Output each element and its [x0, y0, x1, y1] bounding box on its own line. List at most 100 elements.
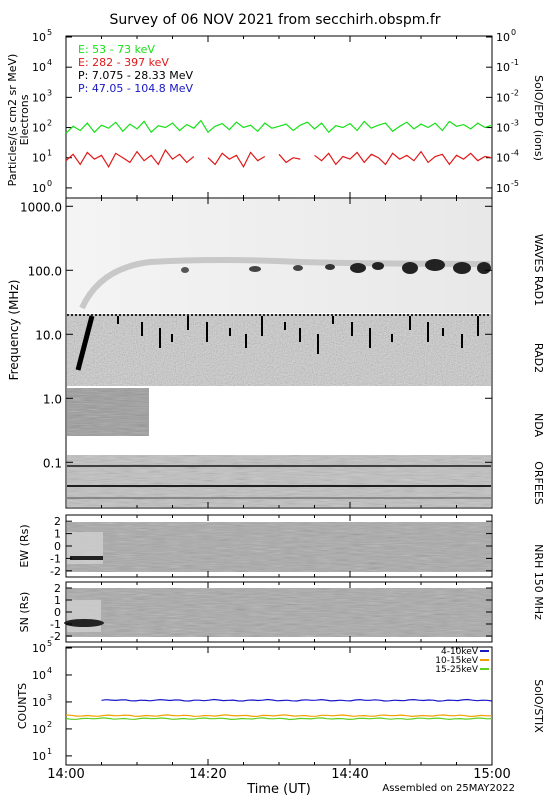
- epd-y-tick-label: 10: [32, 61, 46, 74]
- stix-y-tick-exponent: 4: [47, 666, 52, 675]
- epd-y2-tick-exponent: -3: [511, 119, 519, 128]
- footer-assembled: Assembled on 25MAY2022: [382, 783, 515, 794]
- band-label-waves: WAVES RAD1: [532, 234, 545, 306]
- time-tick-label: 14:00: [47, 767, 84, 782]
- sn-tick-label: -2: [50, 630, 61, 643]
- epd-y2-tick-exponent: 0: [511, 28, 516, 37]
- time-tick-label: 14:40: [331, 767, 368, 782]
- rad2-noise: [67, 314, 491, 386]
- waves-rad1-image: [67, 199, 491, 313]
- epd-plot-area: [65, 35, 493, 199]
- stix-legend-label: 15-25keV: [435, 665, 479, 675]
- ew-tick-label: -2: [50, 565, 61, 578]
- sn-ylabel: SN (Rs): [18, 592, 31, 633]
- epd-legend-entry: E: 282 - 397 keV: [78, 56, 169, 69]
- time-xlabel: Time (UT): [246, 782, 311, 797]
- epd-ylabel: Particles/(s cm2 sr MeV): [6, 54, 19, 187]
- ew-tick-label: -1: [50, 552, 61, 565]
- nrh-sn-source: [64, 619, 104, 627]
- epd-y2-tick-exponent: -1: [511, 58, 519, 67]
- time-axis: 14:00 14:20 14:40 15:00: [47, 36, 511, 782]
- sn-axis: 210-1-2: [50, 582, 492, 643]
- stix-y-tick-label: 10: [32, 696, 46, 709]
- stix-y-tick-exponent: 1: [47, 747, 52, 756]
- frequency-tick-label: 10.0: [35, 328, 62, 342]
- sn-tick-label: 0: [54, 606, 61, 619]
- epd-y2-tick-label: 10: [496, 122, 510, 135]
- band-label-orfees: ORFEES: [532, 461, 545, 505]
- stix-series: [65, 698, 493, 721]
- epd-legend-entry: E: 53 - 73 keV: [78, 43, 155, 56]
- stix-y-tick-label: 10: [32, 723, 46, 736]
- epd-y-tick-exponent: 3: [47, 88, 52, 97]
- epd-y2-tick-label: 10: [496, 31, 510, 44]
- epd-y-tick-exponent: 0: [47, 179, 52, 188]
- stix-y-tick-exponent: 3: [47, 693, 52, 702]
- ew-tick-label: 2: [54, 515, 61, 528]
- stix-y-tick-exponent: 2: [47, 720, 52, 729]
- figure-title: Survey of 06 NOV 2021 from secchirh.obsp…: [109, 12, 440, 28]
- epd-y-tick-exponent: 4: [47, 58, 52, 67]
- band-label-nda: NDA: [532, 413, 545, 438]
- ew-tick-label: 0: [54, 540, 61, 553]
- nrh-sn-early: [67, 600, 101, 632]
- waves-rad1-blobs: [181, 259, 491, 274]
- stix-series-line: [101, 698, 493, 702]
- epd-ylabel-electrons: Electrons: [18, 94, 31, 145]
- rad2-bursts: [117, 316, 479, 354]
- rad2-type3-burst: [75, 315, 95, 371]
- epd-y-tick-exponent: 1: [47, 149, 52, 158]
- epd-legend-entry: P: 47.05 - 104.8 MeV: [78, 82, 194, 95]
- sn-tick-label: 2: [54, 582, 61, 595]
- epd-y-tick-label: 10: [32, 182, 46, 195]
- nrh-sn-panel: 210-1-2 SN (Rs): [18, 581, 493, 643]
- epd-y2-tick-label: 10: [496, 182, 510, 195]
- epd-series-line: [65, 119, 493, 134]
- nrh-ew-texture: [67, 522, 491, 572]
- stix-y-tick-label: 10: [32, 750, 46, 763]
- epd-legend-entry: P: 7.075 - 28.33 MeV: [78, 69, 194, 82]
- stix-right-label: SolO/STIX: [532, 679, 545, 733]
- epd-y2-tick-label: 10: [496, 91, 510, 104]
- frequency-tick-label: 1.0: [43, 392, 62, 406]
- stix-y-tick-exponent: 5: [47, 639, 52, 648]
- nrh-sn-texture: [67, 588, 491, 637]
- epd-y-tick-label: 10: [32, 122, 46, 135]
- epd-series: [65, 119, 493, 169]
- epd-y-tick-exponent: 5: [47, 28, 52, 37]
- stix-series-line: [65, 717, 493, 721]
- epd-y2-tick-label: 10: [496, 152, 510, 165]
- epd-right-label: SolO/EPD (ions): [532, 75, 545, 161]
- stix-legend-label: 10-15keV: [435, 656, 479, 666]
- frequency-ylabel: Frequency (MHz): [7, 280, 21, 381]
- epd-y-tick-label: 10: [32, 91, 46, 104]
- ew-tick-label: 1: [54, 528, 61, 541]
- epd-y2-tick-label: 10: [496, 61, 510, 74]
- frequency-axis: 0.1 1.0 10.0 100.0 1000.0: [20, 200, 492, 470]
- epd-y-tick-label: 10: [32, 152, 46, 165]
- nrh-right-label: NRH 150 MHz: [532, 544, 545, 620]
- nda-texture: [67, 388, 149, 436]
- epd-y-tick-exponent: 2: [47, 119, 52, 128]
- waves-rad1-drift: [79, 257, 491, 310]
- ew-axis: 210-1-2: [50, 515, 492, 578]
- spectrogram-panel: 0.1 1.0 10.0 100.0 1000.0 Frequency (MHz) WA…: [7, 197, 545, 509]
- ew-ylabel: EW (Rs): [18, 524, 31, 567]
- stix-legend-label: 4-10keV: [441, 647, 479, 657]
- stix-plot-area: [65, 646, 493, 766]
- epd-y2-tick-exponent: -2: [511, 88, 519, 97]
- sn-tick-label: 1: [54, 594, 61, 607]
- stix-ylabel: COUNTS: [16, 683, 29, 729]
- stix-y-tick-label: 10: [32, 669, 46, 682]
- nrh-ew-panel: 210-1-2 EW (Rs) NRH 150 MHz: [18, 514, 545, 620]
- sn-tick-label: -1: [50, 618, 61, 631]
- epd-series-line: [65, 148, 493, 169]
- stix-y-tick-label: 10: [32, 642, 46, 655]
- frequency-tick-label: 0.1: [43, 456, 62, 470]
- epd-y2-tick-exponent: -5: [511, 179, 519, 188]
